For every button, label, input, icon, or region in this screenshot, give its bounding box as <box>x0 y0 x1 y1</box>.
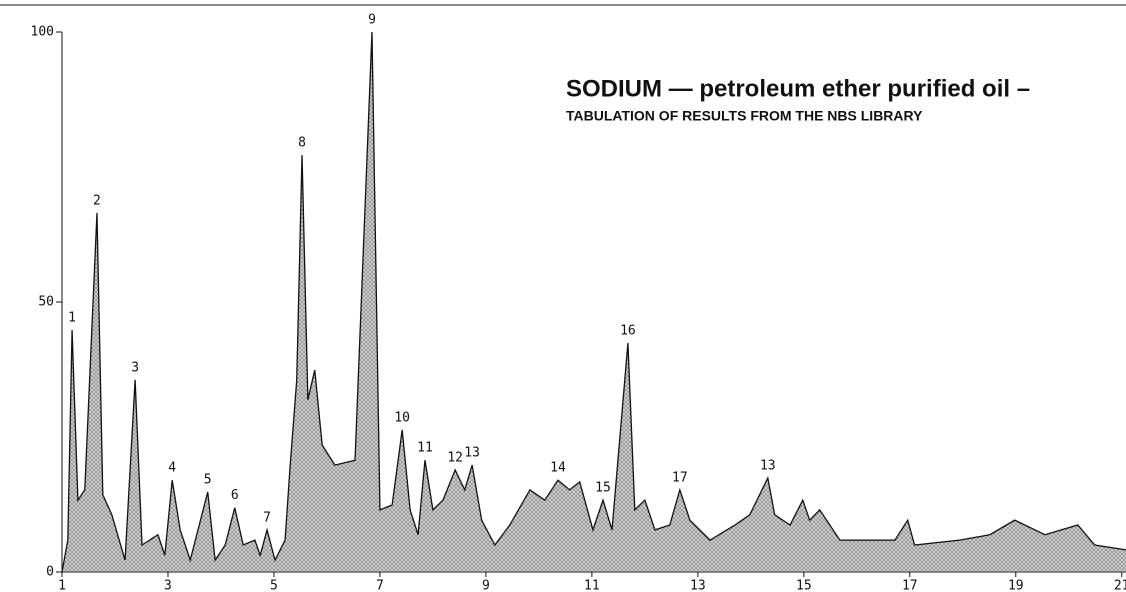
chart-title: SODIUM — petroleum ether purified oil – <box>566 75 1030 102</box>
peak-label: 3 <box>131 360 139 375</box>
y-tick-label: 0 <box>46 565 54 580</box>
x-tick-label: 9 <box>482 579 490 592</box>
peak-label: 16 <box>620 324 636 339</box>
x-tick-label: 7 <box>376 579 384 592</box>
peak-label: 6 <box>231 488 239 503</box>
x-tick-label: 1 <box>58 579 66 592</box>
x-tick-label: 11 <box>584 579 600 592</box>
y-tick-label: 100 <box>31 25 54 40</box>
peak-label: 10 <box>394 410 410 425</box>
peak-label: 4 <box>168 461 176 476</box>
peak-label: 15 <box>595 481 611 496</box>
x-tick-label: 19 <box>1008 579 1024 592</box>
peak-label: 2 <box>93 193 101 208</box>
x-tick-label: 3 <box>164 579 172 592</box>
x-tick-label: 15 <box>796 579 812 592</box>
peak-label: 9 <box>368 13 376 28</box>
peak-label: 13 <box>464 446 480 461</box>
trace-line <box>61 31 1126 573</box>
peak-label: 7 <box>263 510 271 525</box>
peak-label: 8 <box>298 136 306 151</box>
chart-subtitle: TABULATION OF RESULTS FROM THE NBS LIBRA… <box>566 108 923 124</box>
peak-label: 14 <box>550 461 566 476</box>
x-tick-label: 13 <box>690 579 706 592</box>
y-tick-label: 50 <box>38 295 54 310</box>
peak-label: 11 <box>417 441 433 456</box>
peak-label: 17 <box>672 470 688 485</box>
x-tick-label: 5 <box>270 579 278 592</box>
x-tick-label: 17 <box>902 579 918 592</box>
peak-label: 13 <box>760 459 776 474</box>
peak-label: 1 <box>68 311 76 326</box>
peak-label: 12 <box>447 450 463 465</box>
peak-label: 5 <box>204 473 212 488</box>
x-tick-label: 21 <box>1114 579 1126 592</box>
